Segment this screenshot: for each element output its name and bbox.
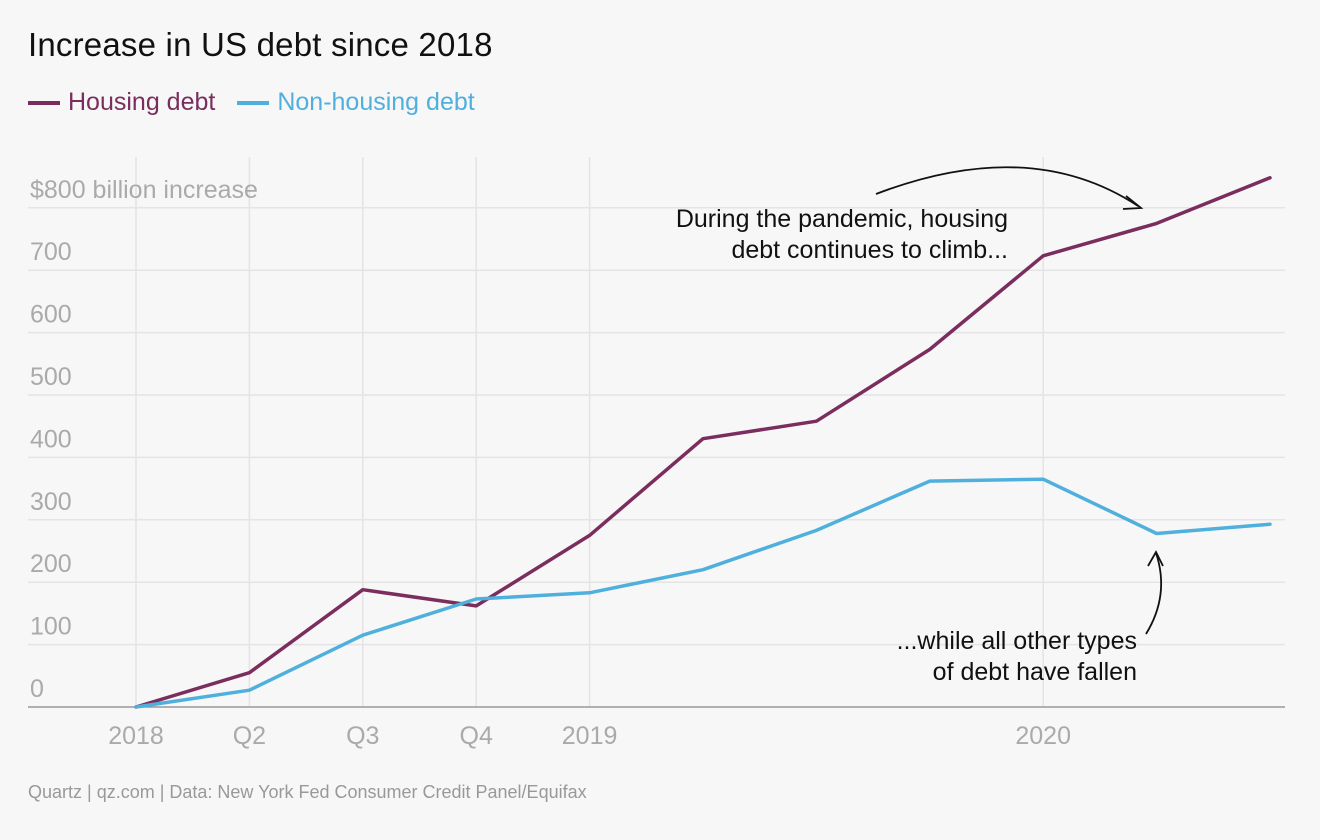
y-tick-label: 500 (30, 363, 72, 391)
y-tick-label: 300 (30, 488, 72, 516)
x-tick-label: 2020 (1015, 722, 1071, 750)
y-tick-label: 400 (30, 425, 72, 453)
legend-item-housing: Housing debt (28, 88, 215, 117)
vertical-gridlines (135, 157, 1044, 707)
y-tick-label: 600 (30, 301, 72, 329)
x-tick-label: Q2 (233, 722, 266, 750)
annotation-non-housing: ...while all other types of debt have fa… (897, 550, 1164, 686)
annotation-housing-arrowhead (1122, 195, 1144, 210)
y-tick-label: $800 billion increase (30, 176, 258, 204)
y-tick-label: 0 (30, 675, 44, 703)
series-line-non-housing (134, 477, 1272, 709)
horizontal-gridlines (28, 207, 1285, 646)
x-tick-label: 2019 (562, 722, 618, 750)
annotation-non-housing-arrow (1145, 552, 1163, 635)
annotation-housing-line-2: debt continues to climb... (731, 236, 1008, 264)
chart-title: Increase in US debt since 2018 (28, 26, 493, 63)
x-tick-label: Q4 (460, 722, 493, 750)
legend-label-housing: Housing debt (68, 88, 216, 116)
series-line-housing (134, 176, 1272, 709)
annotation-housing: During the pandemic, housing debt contin… (676, 166, 1144, 264)
legend: Housing debt Non-housing debt (28, 88, 497, 117)
source-credit: Quartz | qz.com | Data: New York Fed Con… (28, 782, 587, 802)
y-tick-label: 200 (30, 550, 72, 578)
y-tick-label: 700 (30, 238, 72, 266)
legend-swatch-housing (28, 100, 60, 105)
y-tick-label: 100 (30, 613, 72, 641)
x-tick-label: 2018 (108, 722, 164, 750)
annotation-housing-line-1: During the pandemic, housing (676, 205, 1008, 233)
series-lines (134, 176, 1272, 709)
annotation-housing-arrow (875, 166, 1139, 207)
legend-item-non-housing: Non-housing debt (237, 88, 475, 117)
y-axis-tick-labels: 0 100 200 300 400 500 600 700 $800 billion incre… (30, 176, 258, 703)
annotation-non-housing-line-2: of debt have fallen (933, 658, 1137, 686)
legend-swatch-non-housing (237, 100, 270, 105)
annotation-non-housing-line-1: ...while all other types (897, 627, 1137, 655)
annotation-non-housing-arrowhead (1147, 550, 1164, 567)
x-tick-label: Q3 (346, 722, 379, 750)
legend-label-non-housing: Non-housing debt (277, 88, 475, 116)
x-axis-tick-labels: 2018 Q2 Q3 Q4 2019 2020 (108, 722, 1071, 750)
